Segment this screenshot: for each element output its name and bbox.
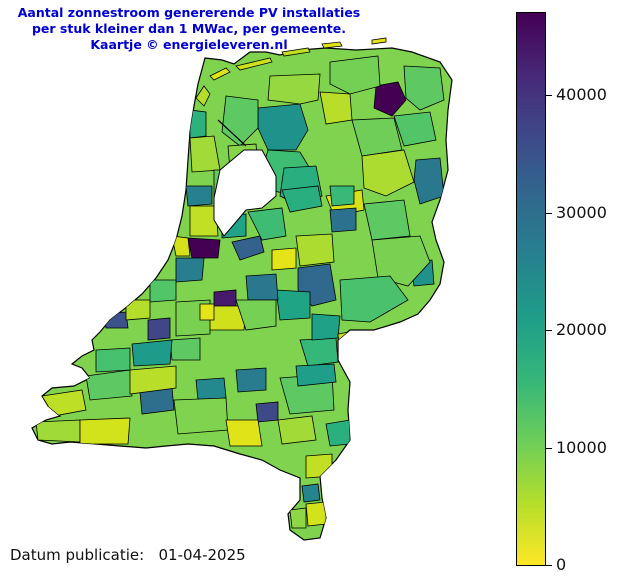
afsluitdijk bbox=[217, 119, 247, 147]
colorbar-tick-mark bbox=[546, 565, 552, 566]
municipality-kempen[interactable] bbox=[225, 419, 263, 447]
municipality-tilburg[interactable] bbox=[195, 377, 227, 401]
municipality-zeeland-2[interactable] bbox=[85, 369, 133, 401]
municipality-alkmaar[interactable] bbox=[185, 185, 213, 207]
colorbar-tick-label: 40000 bbox=[556, 85, 607, 105]
municipality-midden-groningen[interactable] bbox=[393, 111, 437, 147]
municipality-friesland-west[interactable] bbox=[221, 95, 259, 147]
colorbar-tick-label: 0 bbox=[556, 555, 567, 574]
colorbar bbox=[516, 12, 546, 566]
municipalities bbox=[35, 55, 445, 529]
municipality-sittard[interactable] bbox=[301, 483, 321, 503]
netherlands-municipality-map bbox=[31, 37, 453, 541]
island-rottumeroog[interactable] bbox=[371, 37, 387, 45]
municipality-arnhem[interactable] bbox=[311, 313, 341, 341]
publication-label: Datum publicatie: bbox=[10, 546, 145, 564]
colorbar-tick-label: 10000 bbox=[556, 437, 607, 457]
municipality-overijssel-1[interactable] bbox=[363, 199, 411, 241]
ijsselmeer-water bbox=[213, 149, 277, 237]
municipality-overijssel-2[interactable] bbox=[371, 235, 431, 287]
island-schiermonnikoog[interactable] bbox=[321, 41, 343, 49]
municipality-misc-7[interactable] bbox=[337, 329, 363, 355]
municipality-rotterdam[interactable] bbox=[147, 317, 171, 341]
municipality-leeuwarden[interactable] bbox=[257, 103, 309, 151]
municipality-groningen-north[interactable] bbox=[329, 55, 381, 95]
municipality-amsterdam[interactable] bbox=[187, 237, 221, 259]
municipality-gelderland-east[interactable] bbox=[339, 275, 409, 323]
municipality-haarlemmermeer[interactable] bbox=[175, 257, 205, 283]
municipality-amersfoort[interactable] bbox=[245, 273, 279, 301]
colorbar-tick-label: 20000 bbox=[556, 320, 607, 340]
municipality-utrecht[interactable] bbox=[213, 289, 237, 307]
municipality-leiden[interactable] bbox=[149, 279, 177, 303]
municipality-goeree[interactable] bbox=[131, 339, 173, 367]
municipality-drenthe-south[interactable] bbox=[361, 149, 415, 197]
publication-date: Datum publicatie: 01-04-2025 bbox=[10, 546, 246, 564]
island-vlieland[interactable] bbox=[209, 67, 231, 81]
municipality-oss[interactable] bbox=[295, 363, 337, 387]
municipality-noordoostpolder[interactable] bbox=[281, 185, 323, 213]
municipality-maastricht[interactable] bbox=[289, 507, 307, 529]
municipality-friesland-north[interactable] bbox=[267, 73, 321, 105]
title-line-2: per stuk kleiner dan 1 MWac, per gemeent… bbox=[31, 21, 347, 36]
municipality-heerlen[interactable] bbox=[305, 501, 327, 527]
municipality-brabant-west[interactable] bbox=[129, 365, 177, 395]
map-title: Aantal zonnestroom genererende PV instal… bbox=[0, 5, 378, 53]
wadden-islands bbox=[195, 37, 387, 107]
municipality-veluwe-north[interactable] bbox=[295, 233, 335, 267]
municipality-ede[interactable] bbox=[275, 289, 311, 321]
publication-date-value: 01-04-2025 bbox=[158, 546, 246, 564]
municipality-zaanstad[interactable] bbox=[189, 205, 219, 237]
municipality-zoetermeer[interactable] bbox=[125, 299, 151, 321]
municipality-zeeland-3[interactable] bbox=[35, 419, 81, 443]
colorbar-tick-mark bbox=[546, 212, 552, 214]
municipality-almere[interactable] bbox=[231, 235, 265, 261]
colorbar-tick-mark bbox=[546, 330, 552, 332]
municipality-roermond[interactable] bbox=[305, 453, 333, 479]
municipality-lelystad[interactable] bbox=[247, 207, 287, 241]
municipality-haarlem[interactable] bbox=[171, 235, 191, 257]
municipality-westerkwartier[interactable] bbox=[319, 91, 353, 125]
municipality-s-hertogenbosch[interactable] bbox=[235, 367, 267, 393]
land-outline bbox=[31, 47, 453, 541]
municipality-misc-4[interactable] bbox=[329, 185, 355, 207]
municipality-misc-3[interactable] bbox=[199, 303, 215, 321]
colorbar-tick-mark bbox=[546, 95, 552, 97]
municipality-groningen-east[interactable] bbox=[403, 65, 445, 111]
island-terschelling[interactable] bbox=[235, 57, 273, 71]
municipality-venlo[interactable] bbox=[325, 419, 351, 447]
municipality-den-haag[interactable] bbox=[103, 311, 129, 329]
title-line-3: Kaartje © energieleveren.nl bbox=[90, 37, 288, 52]
municipality-emmen[interactable] bbox=[413, 157, 445, 205]
title-line-1: Aantal zonnestroom genererende PV instal… bbox=[17, 5, 361, 20]
colorbar-tick-mark bbox=[546, 447, 552, 449]
municipality-utrecht-east[interactable] bbox=[235, 299, 277, 331]
municipality-dordrecht[interactable] bbox=[169, 337, 201, 361]
municipality-zeeland-4[interactable] bbox=[79, 417, 131, 445]
colorbar-tick-label: 30000 bbox=[556, 202, 607, 222]
colorbar-gradient bbox=[516, 12, 546, 566]
municipality-zwolle[interactable] bbox=[329, 207, 357, 233]
map-group bbox=[31, 37, 453, 541]
municipality-misc-5[interactable] bbox=[271, 247, 297, 271]
municipality-helmond[interactable] bbox=[277, 415, 317, 445]
municipality-brabant-mid[interactable] bbox=[173, 397, 229, 435]
municipality-eindhoven[interactable] bbox=[255, 401, 279, 423]
island-ameland[interactable] bbox=[281, 47, 311, 57]
municipality-zeeland-5[interactable] bbox=[95, 347, 131, 373]
island-texel[interactable] bbox=[195, 85, 211, 107]
municipality-groningen[interactable] bbox=[373, 81, 407, 117]
